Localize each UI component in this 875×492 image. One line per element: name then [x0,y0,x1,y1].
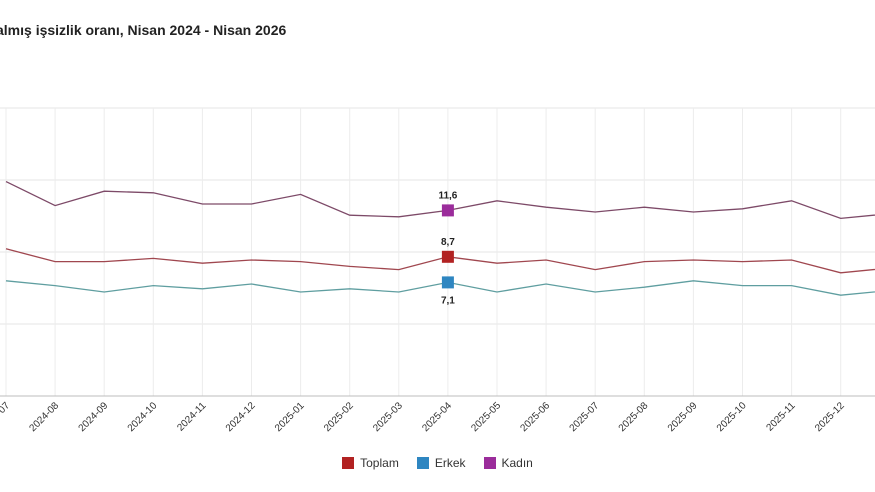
x-tick-label: 2025-04 [420,400,454,434]
grid [0,107,875,397]
x-tick-label: 2025-02 [322,400,356,434]
x-tick-label: 2024-12 [224,400,258,434]
data-label-kadın: 11,6 [438,190,457,201]
x-tick-label: 2025-08 [617,400,651,434]
legend-label: Erkek [434,456,466,470]
marker-kadın [441,204,454,217]
legend-label: Toplam [360,456,399,470]
legend-label: Kadın [501,456,533,470]
x-tick-label: 2025-10 [715,400,749,434]
x-tick-label: 2024-11 [175,400,209,434]
data-label-toplam: 8,7 [441,237,455,248]
x-tick-label: 2025-05 [469,400,503,434]
legend-swatch [483,457,496,469]
x-tick-label: 2025-09 [666,400,700,434]
x-tick-label: 2024-09 [77,400,111,434]
x-tick-label: 2024-10 [126,400,160,434]
highlight-markers [441,204,454,289]
chart-title: almış işsizlik oranı, Nisan 2024 - Nisan… [0,22,287,38]
x-tick-label: 2025-12 [813,400,847,434]
x-tick-label: 2024-08 [27,400,61,434]
legend-swatch [342,457,355,469]
legend: Toplam Erkek Kadın [0,456,875,470]
marker-erkek [441,276,454,289]
x-tick-label: 2025-11 [765,400,799,434]
data-labels: 8,7 7,1 11,6 [438,190,457,306]
marker-toplam [441,250,454,263]
x-tick-label: 2025-01 [273,400,307,434]
x-tick-label: 2025-07 [568,400,602,434]
legend-item-erkek[interactable]: Erkek [416,456,466,470]
legend-item-toplam[interactable]: Toplam [342,456,399,470]
x-axis-ticks: 07 2024-08 2024-09 2024-10 2024-11 2024-12 202… [0,400,847,434]
legend-item-kadın[interactable]: Kadın [483,456,533,470]
x-tick-label: 07 [0,400,12,416]
data-label-erkek: 7,1 [441,295,455,306]
x-tick-label: 2025-03 [371,400,405,434]
x-tick-label: 2025-06 [518,400,552,434]
series-line-erkek [5,280,875,296]
legend-swatch [416,457,429,469]
